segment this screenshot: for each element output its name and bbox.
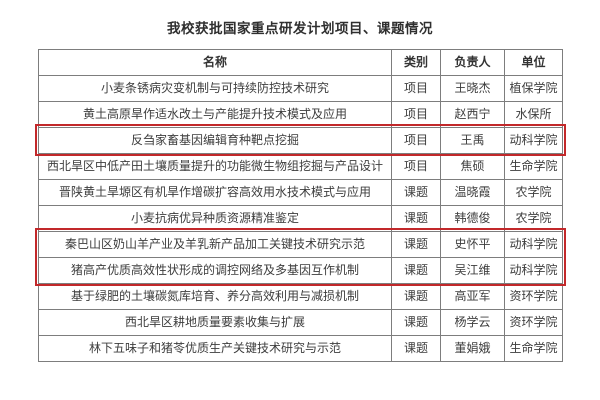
cell-unit: 生命学院 <box>504 153 563 180</box>
cell-leader: 史怀平 <box>440 231 505 258</box>
column-header-name: 名称 <box>38 49 392 76</box>
table-row: 小麦抗病优异种质资源精准鉴定 课题 韩德俊 农学院 <box>38 205 563 232</box>
cell-unit: 动科学院 <box>504 257 563 284</box>
cell-name: 西北旱区中低产田土壤质量提升的功能微生物组挖掘与产品设计 <box>38 153 392 180</box>
cell-name: 猪高产优质高效性状形成的调控网络及多基因互作机制 <box>38 257 392 284</box>
table-row: 西北旱区耕地质量要素收集与扩展 课题 杨学云 资环学院 <box>38 309 563 336</box>
cell-name: 反刍家畜基因编辑育种靶点挖掘 <box>38 127 392 154</box>
page-title: 我校获批国家重点研发计划项目、课题情况 <box>167 21 433 36</box>
cell-name: 小麦抗病优异种质资源精准鉴定 <box>38 205 392 232</box>
cell-unit: 资环学院 <box>504 309 563 336</box>
column-header-leader: 负责人 <box>440 49 505 76</box>
cell-leader: 高亚军 <box>440 283 505 310</box>
cell-name: 晋陕黄土旱塬区有机旱作增碳扩容高效用水技术模式与应用 <box>38 179 392 206</box>
cell-unit: 资环学院 <box>504 283 563 310</box>
cell-category: 项目 <box>391 75 441 102</box>
cell-category: 课题 <box>391 231 441 258</box>
cell-leader: 王禹 <box>440 127 505 154</box>
cell-name: 黄土高原旱作适水改土与产能提升技术模式及应用 <box>38 101 392 128</box>
cell-name: 林下五味子和猪苓优质生产关键技术研究与示范 <box>38 335 392 362</box>
cell-leader: 董娟娥 <box>440 335 505 362</box>
table-row: 晋陕黄土旱塬区有机旱作增碳扩容高效用水技术模式与应用 课题 温晓霞 农学院 <box>38 179 563 206</box>
cell-category: 项目 <box>391 153 441 180</box>
table-row: 猪高产优质高效性状形成的调控网络及多基因互作机制 课题 吴江维 动科学院 <box>38 257 563 284</box>
cell-name: 基于绿肥的土壤碳氮库培育、养分高效利用与减损机制 <box>38 283 392 310</box>
cell-unit: 水保所 <box>504 101 563 128</box>
table-row: 小麦条锈病灾变机制与可持续防控技术研究 项目 王晓杰 植保学院 <box>38 75 563 102</box>
cell-leader: 韩德俊 <box>440 205 505 232</box>
cell-unit: 农学院 <box>504 205 563 232</box>
cell-category: 课题 <box>391 257 441 284</box>
cell-leader: 王晓杰 <box>440 75 505 102</box>
cell-category: 课题 <box>391 335 441 362</box>
table-row: 秦巴山区奶山羊产业及羊乳新产品加工关键技术研究示范 课题 史怀平 动科学院 <box>38 231 563 258</box>
cell-category: 课题 <box>391 179 441 206</box>
cell-unit: 动科学院 <box>504 231 563 258</box>
table-row: 反刍家畜基因编辑育种靶点挖掘 项目 王禹 动科学院 <box>38 127 563 154</box>
cell-leader: 温晓霞 <box>440 179 505 206</box>
table-body: 小麦条锈病灾变机制与可持续防控技术研究 项目 王晓杰 植保学院 黄土高原旱作适水改土与产… <box>38 75 563 362</box>
cell-leader: 焦硕 <box>440 153 505 180</box>
table-row: 基于绿肥的土壤碳氮库培育、养分高效利用与减损机制 课题 高亚军 资环学院 <box>38 283 563 310</box>
table-row: 林下五味子和猪苓优质生产关键技术研究与示范 课题 董娟娥 生命学院 <box>38 335 563 362</box>
cell-category: 项目 <box>391 101 441 128</box>
cell-leader: 吴江维 <box>440 257 505 284</box>
projects-table: 名称 类别 负责人 单位 小麦条锈病灾变机制与可持续防控技术研究 项目 王晓杰 植保学… <box>38 49 563 362</box>
cell-name: 秦巴山区奶山羊产业及羊乳新产品加工关键技术研究示范 <box>38 231 392 258</box>
cell-category: 项目 <box>391 127 441 154</box>
cell-leader: 赵西宁 <box>440 101 505 128</box>
column-header-category: 类别 <box>391 49 441 76</box>
cell-unit: 动科学院 <box>504 127 563 154</box>
cell-category: 课题 <box>391 283 441 310</box>
column-header-unit: 单位 <box>504 49 563 76</box>
table-row: 西北旱区中低产田土壤质量提升的功能微生物组挖掘与产品设计 项目 焦硕 生命学院 <box>38 153 563 180</box>
cell-name: 小麦条锈病灾变机制与可持续防控技术研究 <box>38 75 392 102</box>
cell-category: 课题 <box>391 205 441 232</box>
cell-category: 课题 <box>391 309 441 336</box>
table-row: 黄土高原旱作适水改土与产能提升技术模式及应用 项目 赵西宁 水保所 <box>38 101 563 128</box>
cell-name: 西北旱区耕地质量要素收集与扩展 <box>38 309 392 336</box>
header-row: 名称 类别 负责人 单位 <box>38 49 563 76</box>
cell-unit: 农学院 <box>504 179 563 206</box>
cell-unit: 生命学院 <box>504 335 563 362</box>
cell-unit: 植保学院 <box>504 75 563 102</box>
table-wrap: 名称 类别 负责人 单位 小麦条锈病灾变机制与可持续防控技术研究 项目 王晓杰 植保学… <box>35 49 566 362</box>
cell-leader: 杨学云 <box>440 309 505 336</box>
